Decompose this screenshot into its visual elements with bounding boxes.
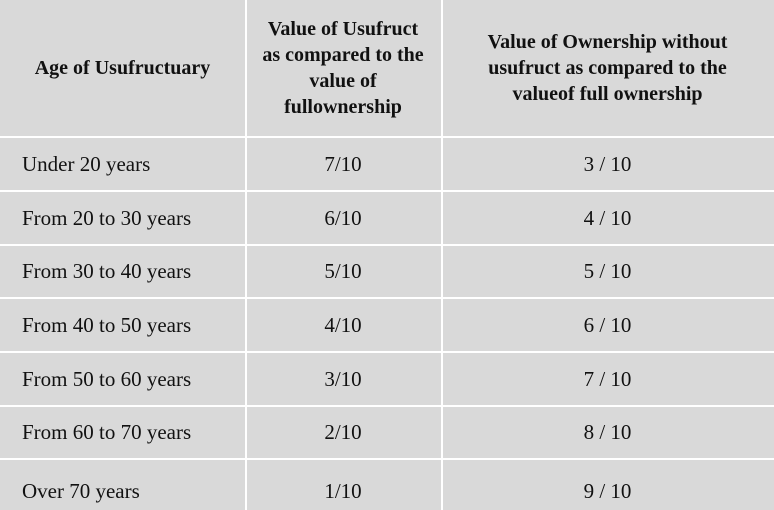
table-row: Under 20 years 7/10 3 / 10 <box>0 138 774 190</box>
ownership-value-cell: 9 / 10 <box>441 460 774 510</box>
usufruct-value-cell: 5/10 <box>245 246 441 297</box>
usufruct-value-cell: 1/10 <box>245 460 441 510</box>
ownership-value-cell: 7 / 10 <box>441 353 774 405</box>
age-cell: Under 20 years <box>0 138 245 190</box>
ownership-value-cell: 5 / 10 <box>441 246 774 297</box>
usufruct-value-cell: 2/10 <box>245 407 441 458</box>
column-divider <box>245 0 247 510</box>
header-label: Value of Usufruct as compared to the val… <box>262 18 424 118</box>
row-divider <box>0 297 774 299</box>
table-row: From 60 to 70 years 2/10 8 / 10 <box>0 407 774 458</box>
ownership-value-cell: 6 / 10 <box>441 299 774 351</box>
age-cell: From 40 to 50 years <box>0 299 245 351</box>
age-cell: From 30 to 40 years <box>0 246 245 297</box>
row-divider <box>0 405 774 407</box>
header-value-of-usufruct: Value of Usufruct as compared to the val… <box>245 0 441 136</box>
age-cell: From 20 to 30 years <box>0 192 245 244</box>
ownership-value-cell: 3 / 10 <box>441 138 774 190</box>
ownership-value-cell: 4 / 10 <box>441 192 774 244</box>
table-row: Over 70 years 1/10 9 / 10 <box>0 460 774 510</box>
header-value-of-ownership: Value of Ownership without usufruct as c… <box>441 0 774 136</box>
age-cell: From 50 to 60 years <box>0 353 245 405</box>
row-divider <box>0 458 774 460</box>
row-divider <box>0 351 774 353</box>
usufruct-value-cell: 3/10 <box>245 353 441 405</box>
table-header-row: Age of Usufructuary Value of Usufruct as… <box>0 0 774 136</box>
header-age-of-usufructuary: Age of Usufructuary <box>0 0 245 136</box>
row-divider <box>0 190 774 192</box>
ownership-value-cell: 8 / 10 <box>441 407 774 458</box>
column-divider <box>441 0 443 510</box>
header-label: Value of Ownership without usufruct as c… <box>487 31 728 105</box>
table-row: From 50 to 60 years 3/10 7 / 10 <box>0 353 774 405</box>
row-divider <box>0 136 774 138</box>
table-row: From 20 to 30 years 6/10 4 / 10 <box>0 192 774 244</box>
usufruct-value-cell: 7/10 <box>245 138 441 190</box>
table-row: From 30 to 40 years 5/10 5 / 10 <box>0 246 774 297</box>
age-cell: Over 70 years <box>0 460 245 510</box>
table-row: From 40 to 50 years 4/10 6 / 10 <box>0 299 774 351</box>
age-cell: From 60 to 70 years <box>0 407 245 458</box>
header-label: Age of Usufructuary <box>34 57 211 79</box>
row-divider <box>0 244 774 246</box>
usufruct-value-cell: 4/10 <box>245 299 441 351</box>
usufruct-value-cell: 6/10 <box>245 192 441 244</box>
